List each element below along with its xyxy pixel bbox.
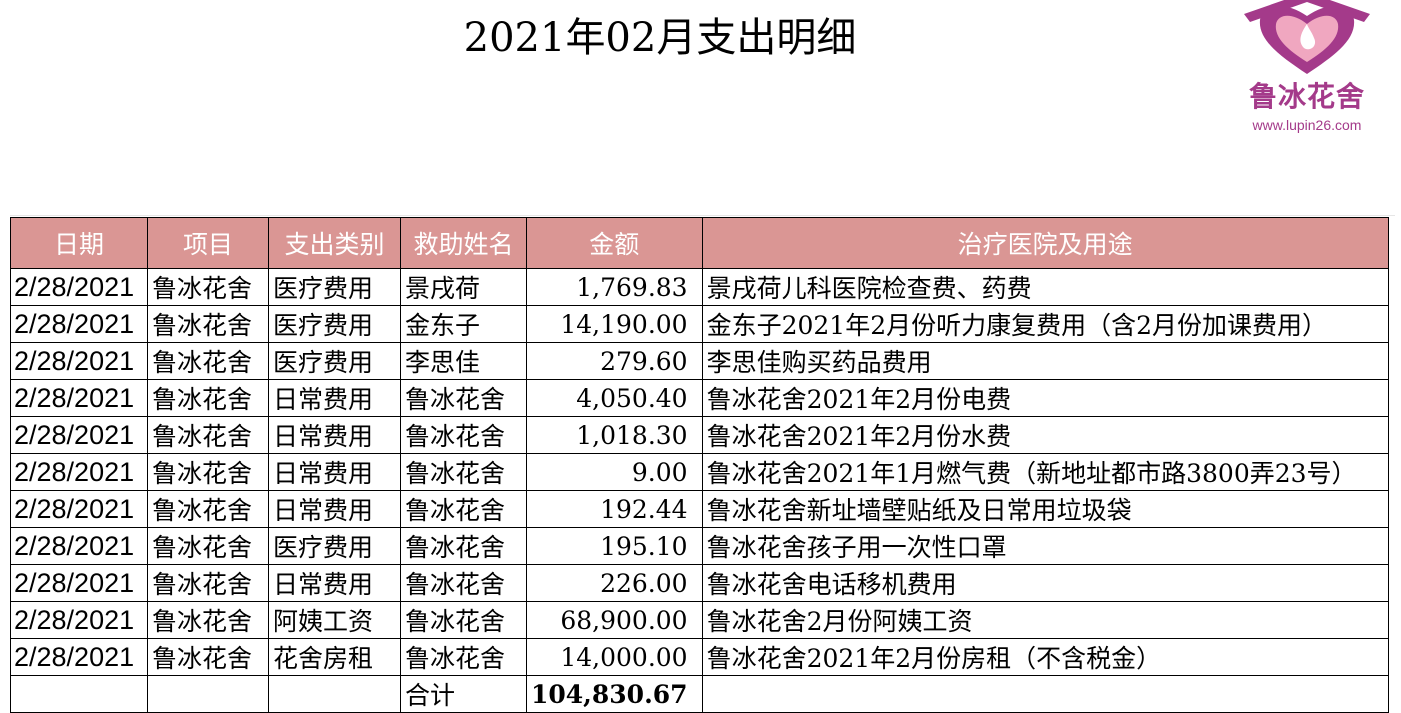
cell-date[interactable]: 2/28/2021 [10, 416, 148, 454]
table-row: 2/28/2021 鲁冰花舍 日常费用 鲁冰花舍 1,018.30 鲁冰花舍20… [10, 416, 1389, 454]
cell-amount[interactable]: 68,900.00 [526, 601, 703, 639]
cell-name[interactable]: 鲁冰花舍 [400, 453, 527, 491]
cell-name[interactable]: 李思佳 [400, 342, 527, 380]
cell-name[interactable]: 鲁冰花舍 [400, 564, 527, 602]
cell-purpose[interactable]: 鲁冰花舍电话移机费用 [701, 564, 1389, 602]
cell-amount[interactable]: 1,018.30 [526, 416, 703, 454]
cell-date[interactable]: 2/28/2021 [10, 268, 148, 306]
cell-category[interactable]: 医疗费用 [268, 305, 401, 343]
table-row: 2/28/2021 鲁冰花舍 医疗费用 景戌荷 1,769.83 景戌荷儿科医院… [10, 268, 1389, 306]
cell-project[interactable]: 鲁冰花舍 [147, 416, 269, 454]
gridline [10, 215, 1395, 216]
cell-amount[interactable]: 9.00 [526, 453, 703, 491]
cell-category[interactable]: 日常费用 [268, 564, 401, 602]
header-project: 项目 [147, 217, 269, 269]
cell-purpose[interactable]: 鲁冰花舍2021年1月燃气费（新地址都市路3800弄23号） [701, 453, 1389, 491]
cell-name[interactable]: 鲁冰花舍 [400, 601, 527, 639]
table-row: 2/28/2021 鲁冰花舍 医疗费用 金东子 14,190.00 金东子202… [10, 305, 1389, 343]
cell-purpose[interactable]: 鲁冰花舍2021年2月份电费 [701, 379, 1389, 417]
cell-project[interactable]: 鲁冰花舍 [147, 268, 269, 306]
cell-amount[interactable]: 1,769.83 [526, 268, 703, 306]
cell-project[interactable]: 鲁冰花舍 [147, 379, 269, 417]
table-row: 2/28/2021 鲁冰花舍 阿姨工资 鲁冰花舍 68,900.00 鲁冰花舍2… [10, 601, 1389, 639]
logo-name: 鲁冰花舍 [1248, 80, 1365, 113]
cell-project[interactable]: 鲁冰花舍 [147, 601, 269, 639]
cell-project[interactable]: 鲁冰花舍 [147, 527, 269, 565]
heart-house-logo-icon [1244, 0, 1370, 75]
cell-purpose[interactable]: 鲁冰花舍2021年2月份水费 [701, 416, 1389, 454]
cell-purpose[interactable]: 鲁冰花舍新址墙壁贴纸及日常用垃圾袋 [701, 490, 1389, 528]
cell-category[interactable]: 日常费用 [268, 416, 401, 454]
cell-date[interactable]: 2/28/2021 [10, 564, 148, 602]
cell-amount[interactable]: 4,050.40 [526, 379, 703, 417]
table-row: 2/28/2021 鲁冰花舍 日常费用 鲁冰花舍 192.44 鲁冰花舍新址墙壁… [10, 490, 1389, 528]
cell-date[interactable]: 2/28/2021 [10, 453, 148, 491]
cell-category[interactable]: 日常费用 [268, 379, 401, 417]
cell-purpose[interactable]: 景戌荷儿科医院检查费、药费 [701, 268, 1389, 306]
cell-amount[interactable]: 226.00 [526, 564, 703, 602]
cell-name[interactable]: 鲁冰花舍 [400, 638, 527, 676]
cell-name[interactable]: 鲁冰花舍 [400, 527, 527, 565]
cell-category[interactable]: 医疗费用 [268, 527, 401, 565]
total-amount[interactable]: 104,830.67 [526, 675, 703, 713]
table-row: 2/28/2021 鲁冰花舍 医疗费用 鲁冰花舍 195.10 鲁冰花舍孩子用一… [10, 527, 1389, 565]
cell-category[interactable]: 医疗费用 [268, 268, 401, 306]
cell-amount[interactable]: 195.10 [526, 527, 703, 565]
page-title: 2021年02月支出明细 [463, 15, 857, 61]
cell-date[interactable]: 2/28/2021 [10, 379, 148, 417]
table-row: 2/28/2021 鲁冰花舍 医疗费用 李思佳 279.60 李思佳购买药品费用 [10, 342, 1389, 380]
header-name: 救助姓名 [400, 217, 527, 269]
cell-project[interactable]: 鲁冰花舍 [147, 453, 269, 491]
cell-category[interactable]: 日常费用 [268, 490, 401, 528]
header-amount: 金额 [526, 217, 703, 269]
expense-table: 日期 项目 支出类别 救助姓名 金额 治疗医院及用途 2/28/2021 鲁冰花… [10, 217, 1389, 713]
table-row: 2/28/2021 鲁冰花舍 日常费用 鲁冰花舍 226.00 鲁冰花舍电话移机… [10, 564, 1389, 602]
cell-project[interactable]: 鲁冰花舍 [147, 638, 269, 676]
cell-project[interactable]: 鲁冰花舍 [147, 564, 269, 602]
cell-project[interactable]: 鲁冰花舍 [147, 490, 269, 528]
cell-project[interactable]: 鲁冰花舍 [147, 342, 269, 380]
table-row: 2/28/2021 鲁冰花舍 日常费用 鲁冰花舍 4,050.40 鲁冰花舍20… [10, 379, 1389, 417]
cell-date[interactable]: 2/28/2021 [10, 342, 148, 380]
cell-amount[interactable]: 279.60 [526, 342, 703, 380]
cell-name[interactable]: 景戌荷 [400, 268, 527, 306]
cell-empty[interactable] [10, 675, 148, 713]
cell-date[interactable]: 2/28/2021 [10, 490, 148, 528]
cell-amount[interactable]: 192.44 [526, 490, 703, 528]
cell-name[interactable]: 鲁冰花舍 [400, 416, 527, 454]
cell-category[interactable]: 日常费用 [268, 453, 401, 491]
total-row: 合计 104,830.67 [10, 675, 1389, 713]
cell-purpose[interactable]: 金东子2021年2月份听力康复费用（含2月份加课费用） [701, 305, 1389, 343]
cell-date[interactable]: 2/28/2021 [10, 638, 148, 676]
cell-category[interactable]: 阿姨工资 [268, 601, 401, 639]
cell-purpose[interactable]: 鲁冰花舍孩子用一次性口罩 [701, 527, 1389, 565]
table-header-row: 日期 项目 支出类别 救助姓名 金额 治疗医院及用途 [10, 217, 1389, 269]
header-category: 支出类别 [268, 217, 401, 269]
cell-purpose[interactable]: 鲁冰花舍2月份阿姨工资 [701, 601, 1389, 639]
cell-date[interactable]: 2/28/2021 [10, 305, 148, 343]
cell-name[interactable]: 鲁冰花舍 [400, 379, 527, 417]
cell-category[interactable]: 花舍房租 [268, 638, 401, 676]
cell-empty[interactable] [147, 675, 269, 713]
cell-purpose[interactable]: 李思佳购买药品费用 [701, 342, 1389, 380]
cell-purpose[interactable]: 鲁冰花舍2021年2月份房租（不含税金） [701, 638, 1389, 676]
total-label[interactable]: 合计 [400, 675, 527, 713]
header-purpose: 治疗医院及用途 [701, 217, 1389, 269]
header-date: 日期 [10, 217, 148, 269]
cell-date[interactable]: 2/28/2021 [10, 601, 148, 639]
table-row: 2/28/2021 鲁冰花舍 日常费用 鲁冰花舍 9.00 鲁冰花舍2021年1… [10, 453, 1389, 491]
table-row: 2/28/2021 鲁冰花舍 花舍房租 鲁冰花舍 14,000.00 鲁冰花舍2… [10, 638, 1389, 676]
logo-url: www.lupin26.com [1252, 117, 1362, 133]
cell-project[interactable]: 鲁冰花舍 [147, 305, 269, 343]
cell-name[interactable]: 金东子 [400, 305, 527, 343]
logo: 鲁冰花舍 www.lupin26.com [1232, 0, 1382, 140]
cell-empty[interactable] [268, 675, 401, 713]
cell-amount[interactable]: 14,000.00 [526, 638, 703, 676]
cell-date[interactable]: 2/28/2021 [10, 527, 148, 565]
cell-name[interactable]: 鲁冰花舍 [400, 490, 527, 528]
cell-category[interactable]: 医疗费用 [268, 342, 401, 380]
cell-empty[interactable] [701, 675, 1389, 713]
cell-amount[interactable]: 14,190.00 [526, 305, 703, 343]
